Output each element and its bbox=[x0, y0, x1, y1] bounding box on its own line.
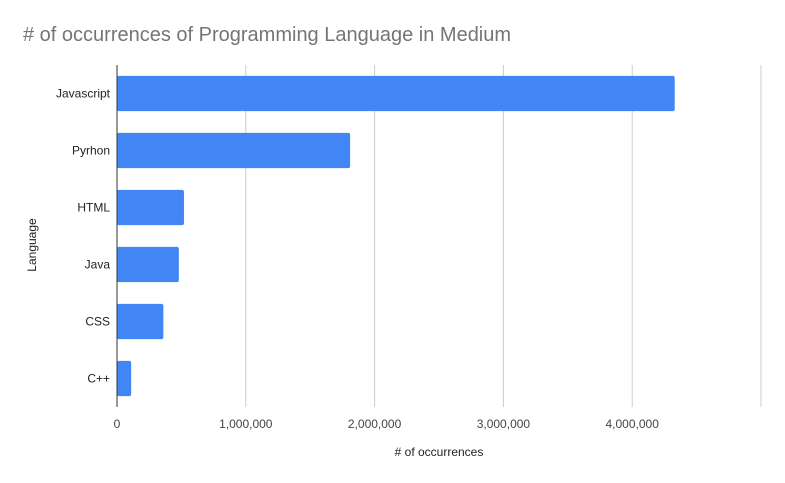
bars bbox=[117, 75, 675, 397]
bar-html bbox=[117, 189, 184, 226]
bar-css bbox=[117, 303, 164, 340]
x-tick-label: 2,000,000 bbox=[348, 417, 402, 431]
bar-javascript bbox=[117, 75, 675, 112]
x-tick-label: 4,000,000 bbox=[606, 417, 660, 431]
bar-pyrhon bbox=[117, 132, 351, 169]
bar-c- bbox=[117, 360, 132, 397]
x-tick-label: 1,000,000 bbox=[219, 417, 273, 431]
gridlines bbox=[245, 65, 762, 407]
y-tick-labels: Javascript Pyrhon HTML Java CSS C++ bbox=[56, 87, 111, 386]
bar-java bbox=[117, 246, 179, 283]
y-tick-label: Pyrhon bbox=[72, 144, 110, 158]
x-axis-title: # of occurrences bbox=[395, 445, 484, 459]
y-tick-label: Javascript bbox=[56, 87, 111, 101]
y-axis-title: Language bbox=[25, 218, 39, 272]
y-tick-label: C++ bbox=[87, 372, 110, 386]
x-tick-label: 3,000,000 bbox=[477, 417, 531, 431]
chart-title: # of occurrences of Programming Language… bbox=[23, 24, 512, 46]
x-tick-labels: 0 1,000,000 2,000,000 3,000,000 4,000,000 bbox=[114, 417, 660, 431]
y-tick-label: Java bbox=[85, 258, 111, 272]
x-tick-label: 0 bbox=[114, 417, 121, 431]
y-tick-label: CSS bbox=[85, 315, 110, 329]
y-tick-label: HTML bbox=[77, 201, 110, 215]
